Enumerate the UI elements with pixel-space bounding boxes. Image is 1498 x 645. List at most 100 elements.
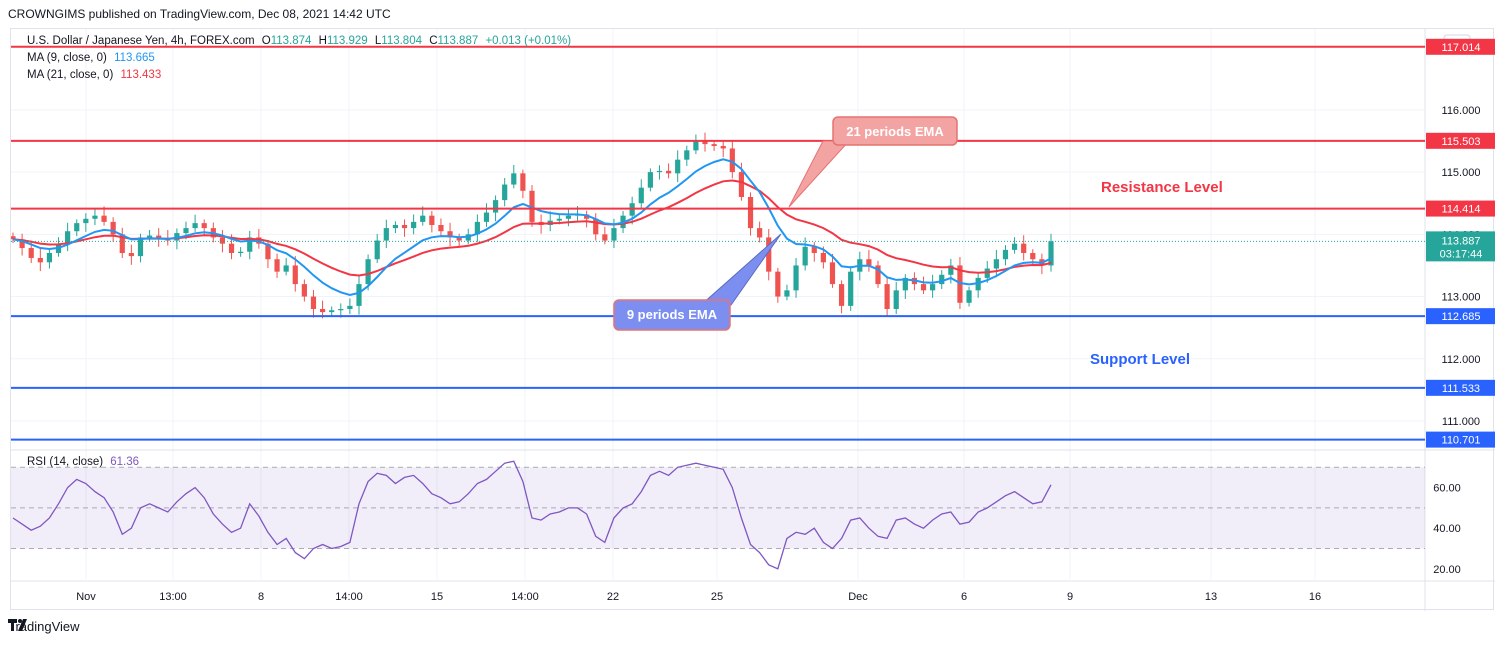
candle-body <box>283 265 289 272</box>
candle-body <box>729 148 735 173</box>
candle-down <box>447 222 453 247</box>
candle-up <box>65 222 71 252</box>
candle-body <box>329 310 335 313</box>
ma9-legend[interactable]: MA (9, close, 0) 113.665 <box>27 52 159 64</box>
bar-countdown-label: 03:17:44 <box>1440 248 1483 260</box>
open-label: O <box>261 35 271 47</box>
chart-canvas[interactable]: Nov 13:00 8 14:00 15 14:00 22 25 Dec 6 9 13 16 111.00… <box>11 29 1495 611</box>
candle-body <box>939 274 945 285</box>
time-tick-label: 14:00 <box>511 591 539 603</box>
candle-body <box>192 223 198 229</box>
open-value: 113.874 <box>270 35 312 47</box>
candle-body <box>502 184 508 201</box>
candle-down <box>11 232 16 244</box>
candle-up <box>383 219 389 249</box>
candle-up <box>975 272 981 298</box>
candle-down <box>747 192 754 236</box>
time-tick-label: 13 <box>1205 591 1217 603</box>
candle-body <box>611 228 617 241</box>
candle-up <box>83 213 89 232</box>
candle-down <box>884 277 890 317</box>
ema21-callout-label: 21 periods EMA <box>846 124 944 139</box>
ema9-line <box>12 158 1052 297</box>
support-annotation: Support Level <box>1090 351 1190 368</box>
time-tick-label: 14:00 <box>335 591 363 603</box>
publisher-header: CROWNGIMS published on TradingView.com, … <box>8 7 391 21</box>
candle-body <box>74 223 80 232</box>
candle-body <box>684 150 690 160</box>
candle-body <box>483 212 490 222</box>
candle-down <box>401 219 408 237</box>
candle-up <box>238 247 244 257</box>
candle-body <box>438 225 444 232</box>
candle-body <box>565 215 572 219</box>
tradingview-footer[interactable]: TradingView <box>8 619 80 634</box>
candle-body <box>128 253 134 257</box>
candle-down <box>37 248 43 272</box>
candle-up <box>356 274 362 315</box>
price-tick-label: 112.000 <box>1442 354 1481 366</box>
candle-body <box>110 221 116 235</box>
resistance-level-label: 117.014 <box>1442 42 1481 54</box>
low-label: L <box>374 35 382 47</box>
candle-down <box>838 280 845 314</box>
candle-down <box>775 267 781 303</box>
candle-body <box>301 284 307 297</box>
ema9-callout-label: 9 periods EMA <box>627 307 718 322</box>
candle-body <box>383 228 389 241</box>
ema21-line <box>12 179 1052 277</box>
candle-up <box>283 257 289 276</box>
candle-up <box>483 203 490 227</box>
candle-body <box>101 215 107 222</box>
candle-body <box>201 223 207 229</box>
candle-body <box>347 305 353 309</box>
candle-down <box>720 140 726 158</box>
resistance-level-label: 114.414 <box>1442 204 1481 216</box>
candle-body <box>638 187 644 204</box>
candle-down <box>119 227 125 258</box>
rsi-value: 61.36 <box>110 456 140 468</box>
candle-body <box>1011 243 1018 250</box>
candle-down <box>602 226 608 245</box>
candle-down <box>829 253 836 288</box>
candle-up <box>374 234 380 263</box>
time-tick-label: 16 <box>1309 591 1321 603</box>
candle-body <box>966 290 972 303</box>
candle-body <box>711 144 717 146</box>
candle-down <box>875 260 881 288</box>
candle-body <box>1021 243 1027 253</box>
candle-down <box>219 229 226 253</box>
support-level-label: 110.701 <box>1442 435 1481 447</box>
candle-body <box>875 265 881 285</box>
ma21-legend[interactable]: MA (21, close, 0) 113.433 <box>27 69 165 81</box>
candle-body <box>893 290 899 309</box>
candle-up <box>902 274 908 300</box>
price-tick-label: 113.000 <box>1442 292 1481 304</box>
candle-body <box>802 246 808 266</box>
candle-body <box>829 262 836 285</box>
candle-down <box>584 210 590 228</box>
candle-body <box>702 141 708 145</box>
candle-body <box>993 259 999 269</box>
candle-body <box>137 237 144 257</box>
rsi-legend[interactable]: RSI (14, close) 61.36 <box>27 456 143 468</box>
candle-up <box>784 284 790 301</box>
ema21-callout-box <box>832 116 958 146</box>
candle-body <box>902 277 908 291</box>
candle-up <box>511 164 517 189</box>
chart-area[interactable]: Nov 13:00 8 14:00 15 14:00 22 25 Dec 6 9 13 16 111.00… <box>10 28 1495 611</box>
candle-up <box>848 266 854 311</box>
candle-up <box>1048 233 1054 272</box>
candle-up <box>46 248 53 269</box>
candles-group <box>11 132 1054 319</box>
candle-body <box>1030 253 1036 260</box>
resistance-level-tag <box>1426 132 1495 149</box>
ma9-value: 113.665 <box>114 52 155 64</box>
candle-down <box>274 253 280 278</box>
candle-up <box>802 237 808 271</box>
last-price-tag <box>1426 231 1495 262</box>
support-level-label: 111.533 <box>1442 383 1480 395</box>
rsi-tick-label: 40.00 <box>1433 523 1461 535</box>
change-value: +0.013 (+0.01%) <box>485 35 572 47</box>
candle-up <box>192 214 198 232</box>
